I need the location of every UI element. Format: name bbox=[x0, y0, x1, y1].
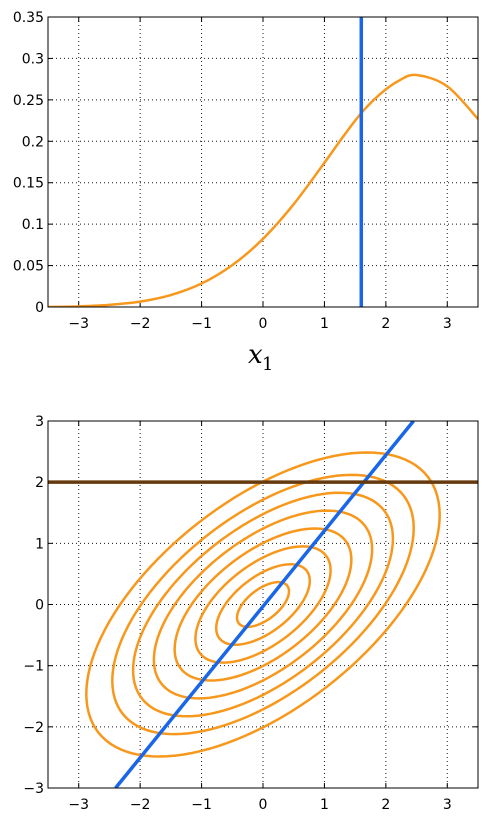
x-tick-label: 3 bbox=[443, 797, 452, 813]
x-tick-label: 2 bbox=[381, 316, 390, 332]
x-tick-label: 1 bbox=[320, 797, 329, 813]
y-tick-label: 0.25 bbox=[13, 93, 44, 109]
x-tick-label: 2 bbox=[381, 797, 390, 813]
x-tick-label: −1 bbox=[191, 316, 212, 332]
x-tick-label: 0 bbox=[259, 797, 268, 813]
contour-ellipse bbox=[111, 473, 415, 736]
y-tick-label: 3 bbox=[35, 414, 44, 430]
contour-ellipse bbox=[131, 491, 395, 718]
contour-ellipse bbox=[235, 580, 291, 629]
contour-ellipse bbox=[85, 451, 441, 758]
y-tick-label: −2 bbox=[23, 720, 44, 736]
y-tick-label: 0.2 bbox=[22, 134, 44, 150]
density-curve bbox=[48, 73, 478, 307]
x-tick-label: −3 bbox=[68, 316, 89, 332]
x-tick-label: −3 bbox=[68, 797, 89, 813]
contour-ellipse bbox=[214, 563, 312, 646]
top-plot: −3 −2 −1 0 1 2 3 0 0.05 0.1 0.15 0.2 0.25 0.3 0.35 bbox=[13, 10, 479, 332]
top-plot-frame bbox=[47, 16, 479, 308]
y-tick-label: 0 bbox=[35, 598, 44, 614]
x-tick-label: −2 bbox=[130, 316, 151, 332]
y-tick-label: −1 bbox=[23, 659, 44, 675]
x-tick-label: −2 bbox=[130, 797, 151, 813]
y-tick-label: 1 bbox=[35, 536, 44, 552]
y-tick-label: 2 bbox=[35, 475, 44, 491]
contour-ellipse bbox=[152, 509, 374, 700]
y-tick-label: 0.1 bbox=[22, 217, 44, 233]
y-tick-label: 0.35 bbox=[13, 10, 44, 26]
y-tick-label: 0.05 bbox=[13, 259, 44, 275]
x-tick-label: −1 bbox=[191, 797, 212, 813]
x-axis-label: x bbox=[248, 340, 263, 370]
y-tick-label: 0 bbox=[35, 300, 44, 316]
x-axis-label-subscript: 1 bbox=[262, 354, 273, 375]
x-tick-label: 1 bbox=[320, 316, 329, 332]
y-tick-label: −3 bbox=[23, 781, 44, 797]
bottom-plot-frame bbox=[47, 420, 479, 789]
x-tick-label: 3 bbox=[443, 316, 452, 332]
x-tick-label: 0 bbox=[259, 316, 268, 332]
y-tick-label: 0.3 bbox=[22, 51, 44, 67]
bottom-plot: −3 −2 −1 0 1 2 3 −3 −2 −1 0 1 2 3 bbox=[23, 414, 479, 813]
contour-ellipse bbox=[173, 527, 353, 682]
contour-ellipse bbox=[194, 545, 332, 664]
y-tick-label: 0.15 bbox=[13, 176, 44, 192]
